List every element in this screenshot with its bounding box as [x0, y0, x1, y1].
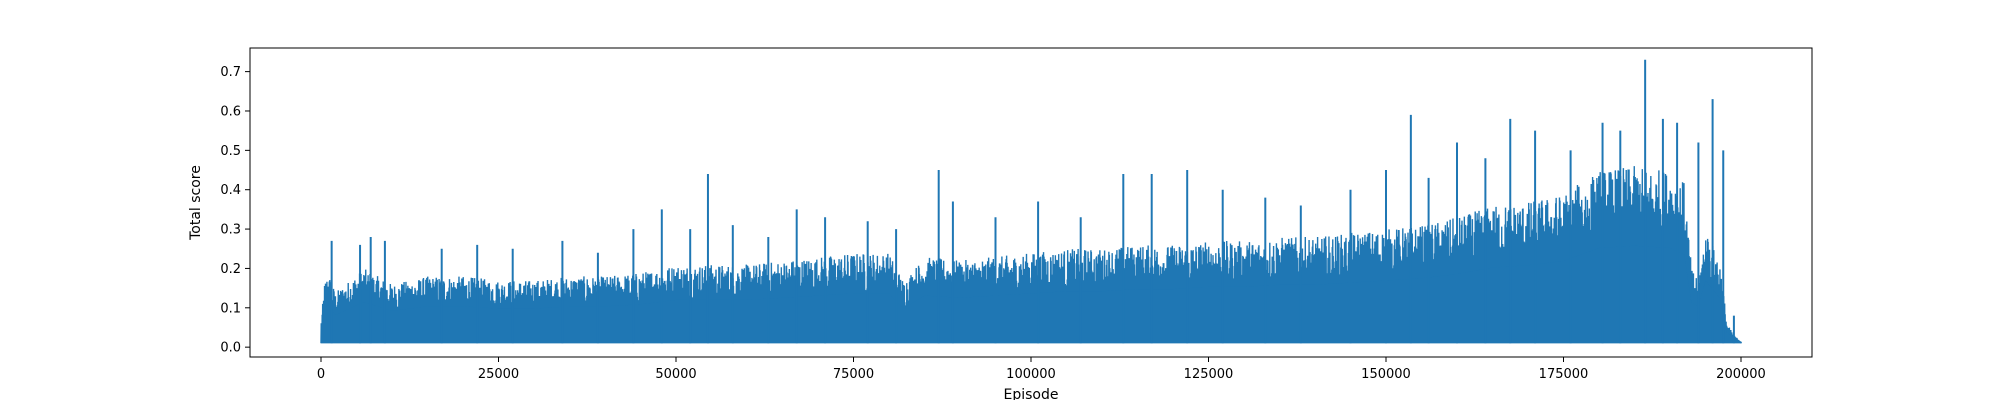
x-tick-label: 150000: [1361, 367, 1411, 382]
x-tick-label: 0: [317, 367, 325, 382]
plot-area: [320, 59, 1742, 344]
y-tick-label: 0.2: [220, 262, 241, 277]
x-tick-label: 25000: [478, 367, 519, 382]
y-tick-label: 0.4: [220, 183, 241, 198]
x-tick-label: 75000: [833, 367, 874, 382]
y-tick-label: 0.3: [220, 223, 241, 238]
x-axis-label: Episode: [1004, 387, 1059, 400]
x-tick-label: 100000: [1006, 367, 1056, 382]
x-tick-label: 125000: [1184, 367, 1234, 382]
x-tick-label: 200000: [1716, 367, 1766, 382]
y-tick-label: 0.1: [220, 301, 241, 316]
x-tick-label: 175000: [1539, 367, 1589, 382]
y-axis-label: Total score: [188, 165, 204, 241]
y-tick-label: 0.0: [220, 341, 241, 356]
y-tick-label: 0.7: [220, 65, 241, 80]
x-axis: 0 25000 50000 75000 100000 125000 150000 175000…: [317, 357, 1766, 382]
y-tick-label: 0.5: [220, 144, 241, 159]
y-axis: 0.0 0.1 0.2 0.3 0.4 0.5 0.6 0.7: [220, 65, 250, 356]
x-tick-label: 50000: [655, 367, 696, 382]
y-tick-label: 0.6: [220, 104, 241, 119]
